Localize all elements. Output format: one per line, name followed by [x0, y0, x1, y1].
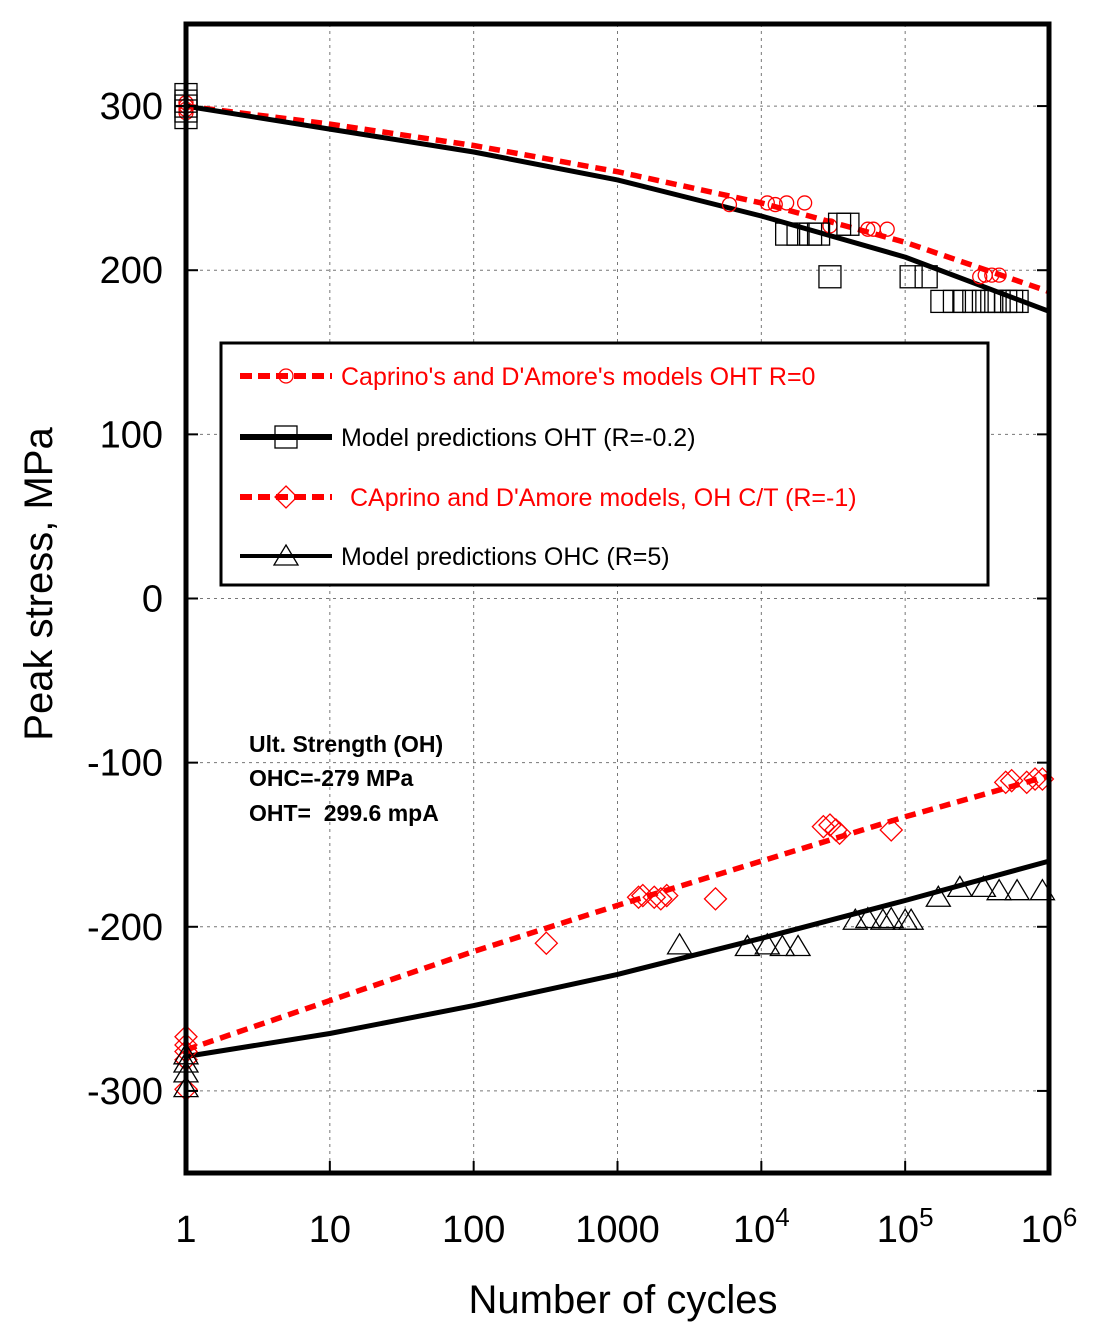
- legend-box: [219, 341, 990, 587]
- x-axis-label: Number of cycles: [469, 1278, 778, 1322]
- series-3-point: [648, 886, 673, 911]
- series-2-point: [914, 265, 938, 289]
- data-markers: [172, 82, 1056, 1102]
- annotation-line-3: OHT= 299.6 mpA: [249, 800, 439, 826]
- series-1-point: [984, 267, 1000, 283]
- y-tick-label: 0: [142, 579, 163, 621]
- series-4-point: [925, 884, 952, 907]
- legend-label-3: CAprino and D'Amore models, OH C/T (R=-1…: [350, 484, 857, 512]
- series-4-point: [946, 875, 974, 898]
- legend-marker-2: [274, 425, 298, 449]
- series-3-point: [999, 768, 1024, 793]
- legend-label-4: Model predictions OHC (R=5): [341, 543, 670, 571]
- model-curves: [185, 103, 1050, 1059]
- legend-marker-1: [278, 368, 294, 384]
- series-2-point: [1005, 289, 1029, 314]
- y-tick-label: -200: [87, 907, 163, 949]
- series-4-point: [869, 907, 897, 930]
- series-4-point: [878, 906, 905, 929]
- series-4-point: [784, 934, 812, 957]
- series-4-point: [897, 907, 925, 930]
- annotation-line-1: Ult. Strength (OH): [249, 731, 443, 757]
- legend-label-1: Caprino's and D'Amore's models OHT R=0: [341, 363, 815, 391]
- series-4-point: [754, 932, 781, 955]
- grid-lines: [186, 24, 1049, 1173]
- series-3-point: [1023, 767, 1047, 791]
- series-1-point: [779, 195, 795, 211]
- series-2-point: [806, 222, 831, 246]
- x-tick-label: 100: [442, 1209, 505, 1251]
- series-3-point: [703, 886, 728, 911]
- series-1-point: [991, 267, 1007, 283]
- legend-marker-4: [272, 543, 300, 566]
- series-4-point: [666, 932, 693, 955]
- y-tick-label: 100: [100, 414, 163, 456]
- series-1-point: [860, 221, 876, 237]
- legend: Caprino's and D'Amore's models OHT R=0 Mo…: [219, 341, 990, 587]
- legend-label-2: Model predictions OHT (R=-0.2): [341, 424, 696, 452]
- series-3-point: [1014, 770, 1039, 795]
- annotation-line-2: OHC=-279 MPa: [249, 765, 413, 791]
- x-tick-label: 1000: [575, 1209, 660, 1251]
- y-tick-label: -300: [87, 1071, 163, 1113]
- x-tick-label: 1: [175, 1209, 196, 1251]
- x-tick-label: 10: [309, 1209, 351, 1251]
- series-1-point: [879, 221, 895, 237]
- series-3-point: [630, 883, 655, 908]
- y-tick-label: -100: [87, 743, 163, 785]
- series-2-point: [786, 222, 810, 246]
- series-3-point: [626, 885, 651, 910]
- series-3-point: [811, 814, 836, 839]
- series-2-point: [899, 265, 923, 289]
- series-3-point: [818, 813, 842, 837]
- y-axis-ticks: 300 200 100 0 -100 -200 -300: [87, 86, 1049, 1113]
- series-4-point: [854, 906, 881, 929]
- series-1-point: [767, 196, 783, 213]
- series-3-point: [534, 931, 559, 956]
- series-1-point: [759, 195, 775, 211]
- series-3-curve: [185, 773, 1050, 1053]
- x-tick-label: 106: [1021, 1202, 1078, 1251]
- series-3-point: [654, 883, 679, 908]
- series-4-point: [769, 934, 796, 957]
- x-tick-label: 105: [877, 1202, 934, 1251]
- series-3-point: [993, 770, 1018, 795]
- series-2-point: [836, 212, 860, 236]
- series-1-point: [721, 196, 738, 213]
- series-3-point: [879, 818, 904, 842]
- series-4-point: [1003, 878, 1031, 901]
- series-4-curve: [185, 858, 1050, 1059]
- series-4-point: [985, 878, 1013, 901]
- annotation: Ult. Strength (OH) OHC=-279 MPa OHT= 299…: [249, 731, 443, 826]
- series-1-curve: [185, 103, 1050, 295]
- y-axis-label: Peak stress, MPa: [17, 427, 61, 741]
- series-1-point: [796, 195, 813, 211]
- series-4-point: [734, 934, 761, 957]
- x-axis-ticks: 1 10 100 1000 104 105 106: [175, 1161, 1077, 1251]
- series-3-point: [827, 821, 852, 846]
- series-2-curve: [185, 103, 1050, 314]
- series-2-point: [930, 289, 954, 314]
- x-tick-label: 104: [733, 1202, 790, 1251]
- series-2-point: [962, 289, 986, 314]
- y-tick-label: 300: [100, 86, 163, 128]
- y-tick-label: 200: [100, 250, 163, 292]
- series-4-point: [970, 875, 997, 898]
- series-3-point: [642, 885, 667, 910]
- series-2-point: [818, 265, 842, 289]
- legend-marker-3: [274, 485, 298, 509]
